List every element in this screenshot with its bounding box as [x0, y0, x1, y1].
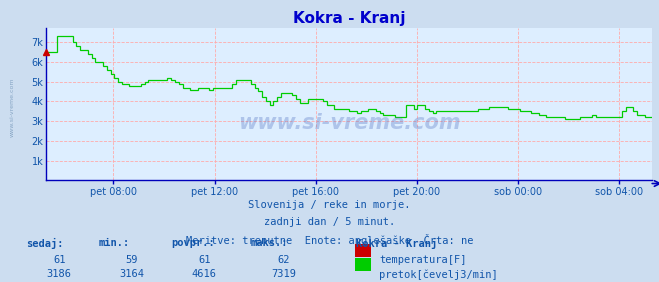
Text: pretok[čevelj3/min]: pretok[čevelj3/min] [379, 269, 498, 280]
Text: www.si-vreme.com: www.si-vreme.com [238, 113, 461, 133]
Text: zadnji dan / 5 minut.: zadnji dan / 5 minut. [264, 217, 395, 227]
Text: maks.:: maks.: [250, 238, 288, 248]
Text: sedaj:: sedaj: [26, 238, 64, 249]
Text: 3186: 3186 [47, 269, 72, 279]
Text: 61: 61 [198, 255, 210, 265]
Text: 61: 61 [53, 255, 65, 265]
Text: 7319: 7319 [271, 269, 296, 279]
Text: povpr.:: povpr.: [171, 238, 215, 248]
Text: 4616: 4616 [192, 269, 217, 279]
Text: 62: 62 [277, 255, 289, 265]
Title: Kokra - Kranj: Kokra - Kranj [293, 11, 405, 26]
Text: min.:: min.: [99, 238, 130, 248]
Text: 59: 59 [126, 255, 138, 265]
Text: www.si-vreme.com: www.si-vreme.com [9, 78, 14, 137]
Text: Kokra - Kranj: Kokra - Kranj [356, 238, 437, 249]
Text: 3164: 3164 [119, 269, 144, 279]
Text: temperatura[F]: temperatura[F] [379, 255, 467, 265]
Text: Slovenija / reke in morje.: Slovenija / reke in morje. [248, 200, 411, 210]
Text: Meritve: trenutne  Enote: anglešaške  Črta: ne: Meritve: trenutne Enote: anglešaške Črta… [186, 234, 473, 246]
